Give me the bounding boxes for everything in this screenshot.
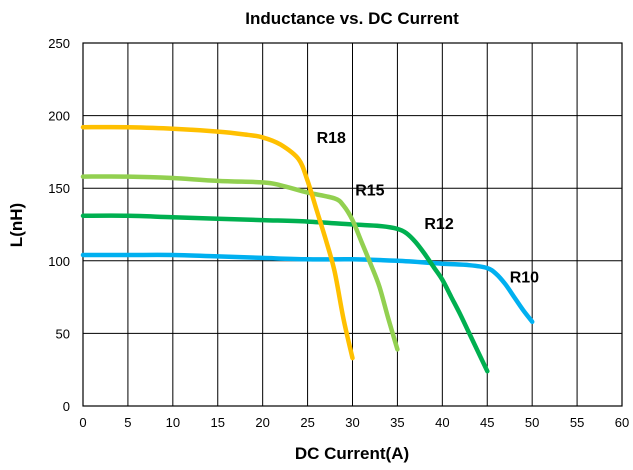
x-tick-label: 55 [570,415,584,430]
x-tick-label: 35 [390,415,404,430]
series-line-r18 [80,124,355,361]
x-tick-label: 40 [435,415,449,430]
series-label-r10: R10 [510,270,539,287]
y-tick-label: 250 [48,36,70,51]
series-labels: R18 R15 R12 R10 [317,130,540,286]
x-tick-label: 50 [525,415,539,430]
x-tick-label: 0 [79,415,86,430]
series-label-r12: R12 [424,216,453,233]
x-tick-label: 20 [255,415,269,430]
tick-labels: 0 5 10 15 20 25 30 35 40 45 50 55 60 0 50 100 150 200 250 [48,36,629,430]
y-axis-title: L(nH) [7,203,26,247]
x-tick-label: 30 [345,415,359,430]
x-tick-label: 15 [211,415,225,430]
x-tick-label: 45 [480,415,494,430]
series-line-r15 [80,174,400,352]
y-tick-label: 150 [48,181,70,196]
y-tick-label: 100 [48,254,70,269]
x-tick-label: 10 [166,415,180,430]
y-tick-label: 50 [56,326,70,341]
plot-frame [82,42,623,407]
chart-title: Inductance vs. DC Current [245,9,459,28]
series-line-r10 [80,252,535,325]
x-axis-title: DC Current(A) [295,444,409,463]
x-tick-label: 60 [615,415,629,430]
grid [82,42,623,407]
x-tick-label: 5 [124,415,131,430]
series-label-r18: R18 [317,130,346,147]
series-lines [80,124,535,374]
series-label-r15: R15 [355,182,384,199]
y-tick-label: 200 [48,109,70,124]
x-tick-label: 25 [300,415,314,430]
y-tick-label: 0 [63,399,70,414]
series-line-r12 [80,213,490,374]
